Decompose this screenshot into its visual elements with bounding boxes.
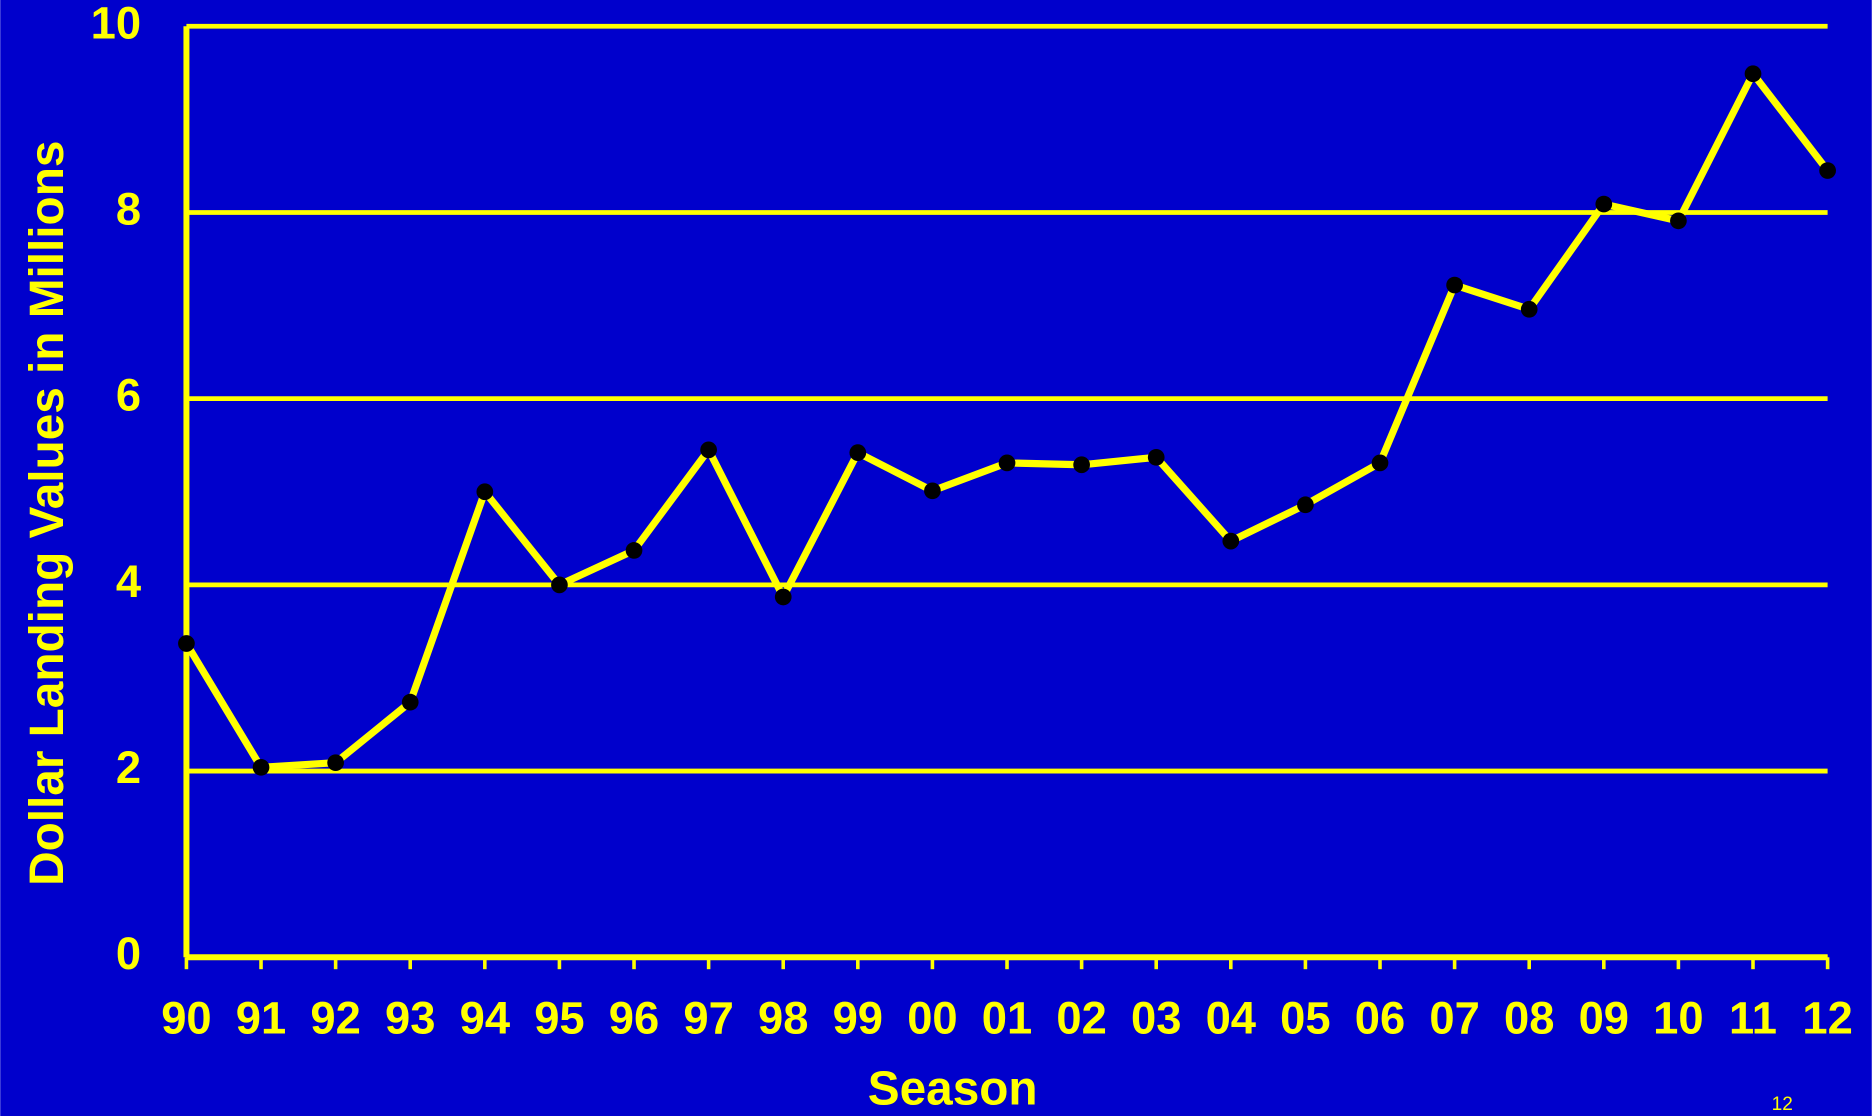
x-tick-label: 09 — [1579, 993, 1629, 1044]
marker — [327, 754, 344, 772]
x-tick-label: 10 — [1653, 993, 1703, 1044]
y-tick-label: 4 — [116, 556, 141, 607]
x-tick-label: 11 — [1729, 993, 1777, 1044]
x-tick-label: 08 — [1504, 993, 1554, 1044]
page-number: 12 — [1772, 1094, 1793, 1115]
marker — [1297, 496, 1314, 514]
marker — [849, 444, 867, 462]
marker — [700, 441, 717, 459]
x-tick-label: 05 — [1280, 993, 1330, 1044]
marker — [476, 483, 494, 501]
marker — [1520, 300, 1538, 318]
x-tick-label: 99 — [833, 993, 883, 1044]
x-tick-label: 98 — [758, 993, 808, 1044]
marker — [401, 693, 419, 711]
marker — [1147, 448, 1165, 466]
marker — [178, 635, 195, 652]
x-tick-label: 94 — [460, 993, 510, 1044]
x-tick-label: 04 — [1206, 993, 1256, 1044]
marker — [1446, 276, 1463, 294]
marker — [1073, 456, 1090, 474]
marker — [1371, 454, 1389, 472]
x-tick-label: 93 — [385, 993, 435, 1044]
x-tick-label: 03 — [1131, 993, 1181, 1044]
marker — [924, 482, 941, 500]
marker — [1670, 212, 1687, 230]
x-tick-label: 91 — [236, 993, 286, 1044]
marker — [1595, 195, 1613, 213]
x-tick-label: 12 — [1802, 993, 1852, 1044]
x-tick-label: 01 — [982, 993, 1032, 1044]
y-tick-label: 6 — [116, 370, 141, 421]
marker — [252, 758, 270, 776]
y-tick-label: 2 — [116, 742, 141, 793]
marker — [998, 454, 1016, 472]
marker — [551, 576, 568, 594]
y-axis-label: Dollar Landing Values in Millions — [21, 141, 74, 886]
x-tick-label: 97 — [683, 993, 733, 1044]
marker — [774, 588, 792, 606]
y-tick-label: 10 — [91, 0, 141, 48]
x-tick-label: 06 — [1355, 993, 1405, 1044]
marker — [1744, 65, 1762, 83]
x-tick-label: 07 — [1429, 993, 1479, 1044]
x-tick-label: 96 — [609, 993, 659, 1044]
marker — [1819, 162, 1836, 179]
x-tick-label: 90 — [161, 993, 211, 1044]
x-tick-label: 00 — [907, 993, 957, 1044]
x-tick-label: 02 — [1056, 993, 1106, 1044]
x-tick-label: 92 — [310, 993, 360, 1044]
x-axis-label: Season — [868, 1063, 1038, 1116]
x-tick-label: 95 — [534, 993, 584, 1044]
marker — [625, 542, 643, 559]
marker — [1222, 532, 1240, 550]
y-tick-label: 8 — [116, 183, 141, 234]
y-tick-label: 0 — [116, 928, 141, 979]
